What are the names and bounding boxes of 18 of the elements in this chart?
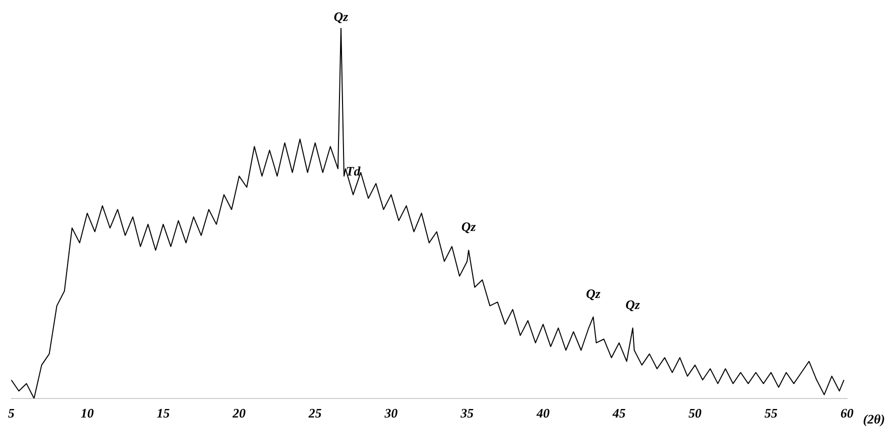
x-axis-title: (2θ) [863,411,885,426]
x-tick-label: 50 [688,406,702,421]
x-tick-label: 40 [536,406,550,421]
annotation: Qz [461,219,477,234]
x-tick-label: 60 [840,406,854,421]
annotation: Qz [626,296,641,312]
x-tick-label: 15 [156,406,170,421]
x-tick-label: 30 [384,406,398,421]
annotation: Qz [334,8,350,24]
annotation: Qz [586,286,602,301]
x-tick-label: 45 [612,406,626,421]
x-tick-label: 10 [80,406,94,421]
x-tick-label: 25 [308,406,322,421]
x-tick-label: 5 [8,406,15,421]
x-tick-label: 55 [764,406,778,421]
annotation: Td [346,164,361,179]
x-tick-label: 20 [232,406,246,421]
x-tick-label: 35 [460,406,474,421]
